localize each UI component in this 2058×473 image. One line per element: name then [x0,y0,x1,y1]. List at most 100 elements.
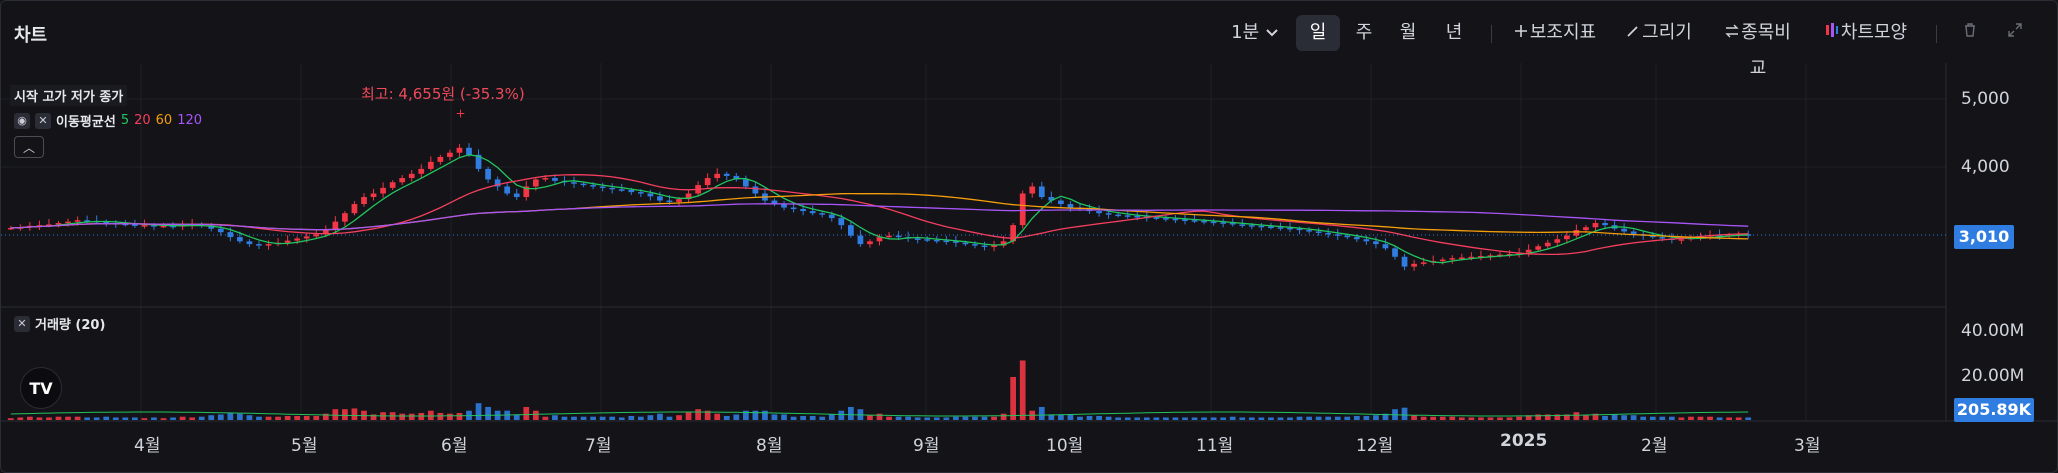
candle [1439,259,1446,262]
eye-hide-icon[interactable]: ◉ [14,112,30,129]
volume-bar [1458,417,1465,420]
time-tick: 2025 [1500,431,1548,451]
volume-bar [294,415,301,420]
volume-tick: 20.00M [1961,366,2025,386]
volume-bar [399,413,406,420]
volume-bar [1697,416,1704,420]
compare-label: 종목비교 [1741,22,1791,79]
toolbar-divider [1491,25,1492,43]
time-tick: 4월 [134,436,161,456]
volume-bar [657,413,663,420]
volume-bar [1048,414,1055,420]
volume-bar [342,409,348,420]
volume-bar [704,410,711,420]
candle [1602,223,1608,226]
candle [141,225,148,227]
candle [103,221,110,224]
volume-bar [552,415,558,420]
candle [55,223,62,225]
candle [1363,239,1370,242]
candle [1563,235,1570,240]
collapse-legend-button[interactable]: ︿ [14,136,44,158]
ma-period-20: 20 [134,113,151,128]
volume-bar [762,410,768,420]
candle [1497,254,1503,257]
candle [46,224,52,226]
draw-button[interactable]: 그리기 [1623,15,1695,51]
volume-bar [437,412,444,420]
candle [466,147,472,155]
candle [456,147,463,153]
candle [1268,226,1274,229]
volume-bar [1745,417,1752,420]
volume-bar [571,416,577,420]
volume-bar [7,418,14,420]
toolbar-divider [1936,25,1937,43]
candle [886,235,892,238]
close-icon[interactable]: ✕ [35,112,51,129]
candle [857,235,864,245]
candle [714,173,721,179]
candle [237,237,243,242]
candle [1105,213,1112,215]
candle [1745,234,1752,236]
volume-bar [55,416,62,420]
candle [1382,244,1389,249]
volume-bar [1325,416,1332,420]
indicators-button[interactable]: 보조지표 [1511,15,1599,51]
volume-bar [714,413,721,420]
volume-bar [303,415,310,420]
volume-bar [800,415,806,420]
volume-bar [1420,416,1427,420]
candle [1096,211,1102,214]
candle [628,189,635,193]
candle [532,179,539,187]
volume-bar [160,418,167,420]
volume-bar [1516,416,1522,420]
candle [265,244,272,246]
volume-bar [914,417,921,420]
tradingview-logo[interactable]: TV [20,367,62,409]
candle [1210,221,1217,224]
time-tick: 2월 [1641,436,1668,456]
period-year-tab[interactable]: 년 [1434,15,1474,51]
ma-period-5: 5 [120,113,130,128]
candle [571,182,577,184]
volume-bar [647,415,654,420]
candle [1621,228,1627,232]
candle [733,175,740,180]
candle [1468,256,1475,259]
candle [1220,222,1227,224]
candle [1659,237,1666,239]
volume-bar [189,417,196,420]
candle [1058,200,1064,205]
interval-dropdown[interactable]: 1분 [1231,15,1281,51]
period-day-tab[interactable]: 일 [1296,15,1340,51]
volume-bar [637,416,644,420]
period-week-tab[interactable]: 주 [1344,15,1384,51]
compare-button[interactable]: 종목비교 [1717,15,1799,79]
volume-bar [809,415,816,420]
indicators-label: 보조지표 [1529,22,1597,43]
candle [1554,239,1561,243]
candle [84,220,91,222]
fullscreen-button[interactable] [2001,15,2029,51]
period-month-tab[interactable]: 월 [1388,15,1428,51]
volume-bar [93,417,100,420]
candle [1029,186,1036,194]
volume-bar [1229,416,1236,420]
volume-bar [981,416,988,420]
candle [800,208,806,212]
volume-bar [847,406,854,420]
close-icon[interactable]: ✕ [14,315,30,332]
chart-style-button[interactable]: 차트모양 [1824,15,1908,51]
volume-bar [1611,414,1618,420]
candle [809,211,816,214]
candle [618,189,625,191]
volume-bar [1735,417,1742,420]
candle [1458,257,1465,259]
delete-button[interactable] [1956,15,1984,51]
volume-bar [943,417,950,420]
volume-bar [1239,417,1246,420]
